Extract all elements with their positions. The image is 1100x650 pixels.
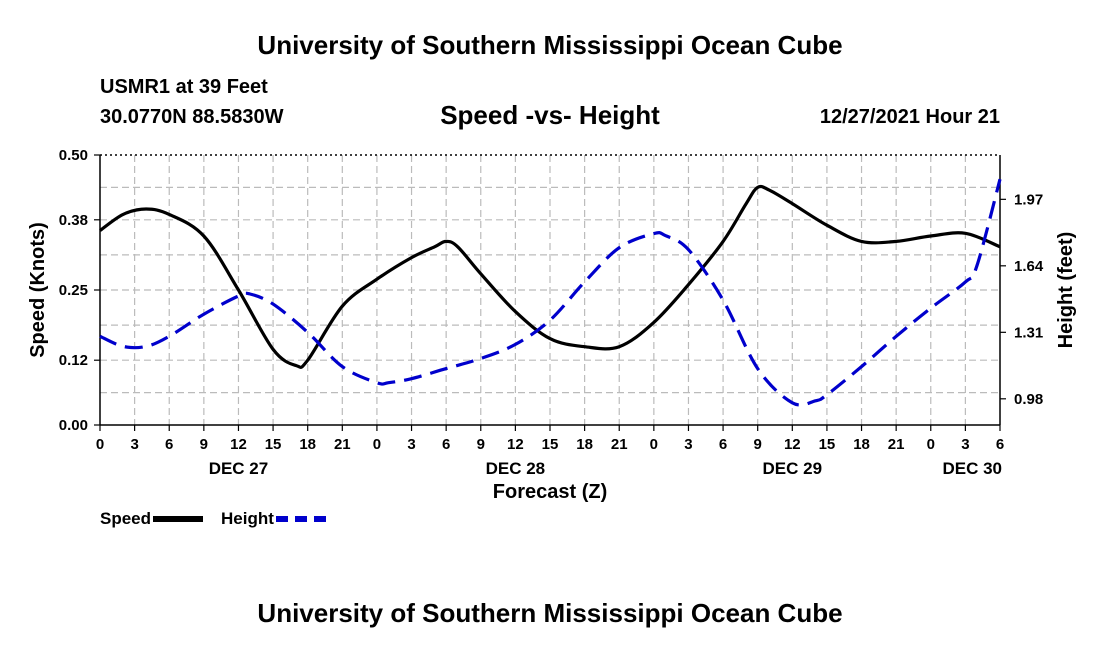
x-tick-label: 3 bbox=[961, 436, 969, 453]
x-tick-label: 6 bbox=[996, 436, 1004, 453]
x-tick-label: 21 bbox=[334, 436, 351, 453]
x-tick-label: 3 bbox=[407, 436, 415, 453]
station-label: USMR1 at 39 Feet bbox=[100, 76, 268, 98]
legend-speed-swatch bbox=[153, 516, 204, 522]
chart-title: University of Southern Mississippi Ocean… bbox=[257, 30, 843, 60]
y2-tick-label: 1.97 bbox=[1014, 191, 1043, 208]
x-date-label: DEC 27 bbox=[209, 459, 269, 478]
x-date-label: DEC 29 bbox=[763, 459, 823, 478]
x-tick-label: 3 bbox=[130, 436, 138, 453]
x-tick-label: 21 bbox=[611, 436, 628, 453]
x-tick-label: 15 bbox=[819, 436, 836, 453]
legend: Speed Height bbox=[100, 509, 344, 529]
station-coordinates: 30.0770N 88.5830W bbox=[100, 106, 284, 128]
y-tick-label: 0.00 bbox=[59, 417, 88, 434]
y-tick-label: 0.12 bbox=[59, 352, 88, 369]
x-tick-label: 0 bbox=[373, 436, 381, 453]
x-tick-label: 9 bbox=[200, 436, 208, 453]
x-date-label: DEC 28 bbox=[486, 459, 546, 478]
x-tick-label: 15 bbox=[542, 436, 559, 453]
x-tick-label: 12 bbox=[784, 436, 801, 453]
y2-tick-label: 0.98 bbox=[1014, 391, 1043, 408]
x-tick-label: 12 bbox=[507, 436, 524, 453]
series-line-height bbox=[99, 178, 1002, 407]
chart-subtitle: Speed -vs- Height bbox=[440, 100, 660, 130]
y2-tick-label: 1.64 bbox=[1014, 258, 1044, 275]
y2-tick-label: 1.31 bbox=[1014, 324, 1043, 341]
x-tick-label: 18 bbox=[853, 436, 870, 453]
x-tick-label: 18 bbox=[299, 436, 316, 453]
x-tick-label: 0 bbox=[927, 436, 935, 453]
series-line-speed bbox=[99, 184, 1001, 369]
x-axis-label: Forecast (Z) bbox=[492, 481, 608, 503]
x-tick-label: 6 bbox=[719, 436, 727, 453]
x-tick-label: 15 bbox=[265, 436, 282, 453]
x-tick-label: 21 bbox=[888, 436, 905, 453]
footer-title: University of Southern Mississippi Ocean… bbox=[257, 598, 843, 628]
x-date-label: DEC 30 bbox=[942, 459, 1002, 478]
y-tick-label: 0.25 bbox=[59, 282, 88, 299]
y-tick-label: 0.38 bbox=[59, 212, 88, 229]
x-tick-label: 9 bbox=[754, 436, 762, 453]
x-tick-label: 3 bbox=[684, 436, 692, 453]
x-tick-label: 0 bbox=[96, 436, 104, 453]
x-tick-label: 0 bbox=[650, 436, 658, 453]
y-tick-label: 0.50 bbox=[59, 147, 88, 164]
legend-height-label: Height bbox=[221, 509, 274, 528]
x-tick-label: 9 bbox=[477, 436, 485, 453]
x-tick-label: 6 bbox=[165, 436, 173, 453]
legend-speed-label: Speed bbox=[100, 509, 152, 528]
forecast-timestamp: 12/27/2021 Hour 21 bbox=[819, 106, 1000, 128]
legend-height-swatch bbox=[275, 516, 326, 522]
x-tick-label: 6 bbox=[442, 436, 450, 453]
y2-axis-label: Height (feet) bbox=[1055, 232, 1077, 349]
y-axis-label: Speed (Knots) bbox=[27, 222, 49, 358]
x-tick-label: 12 bbox=[230, 436, 247, 453]
x-tick-label: 18 bbox=[576, 436, 593, 453]
